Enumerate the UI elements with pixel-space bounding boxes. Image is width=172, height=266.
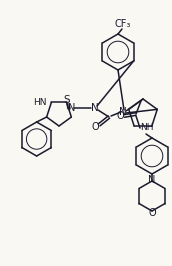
- Text: O: O: [91, 122, 99, 132]
- Text: HN: HN: [33, 98, 46, 107]
- Text: O: O: [116, 111, 124, 121]
- Text: S: S: [64, 95, 70, 105]
- Text: CF₃: CF₃: [115, 19, 131, 29]
- Text: N: N: [148, 175, 156, 185]
- Text: N: N: [91, 103, 99, 113]
- Text: N: N: [68, 103, 76, 113]
- Text: NH: NH: [140, 123, 154, 131]
- Text: O: O: [148, 208, 156, 218]
- Text: N: N: [119, 107, 127, 117]
